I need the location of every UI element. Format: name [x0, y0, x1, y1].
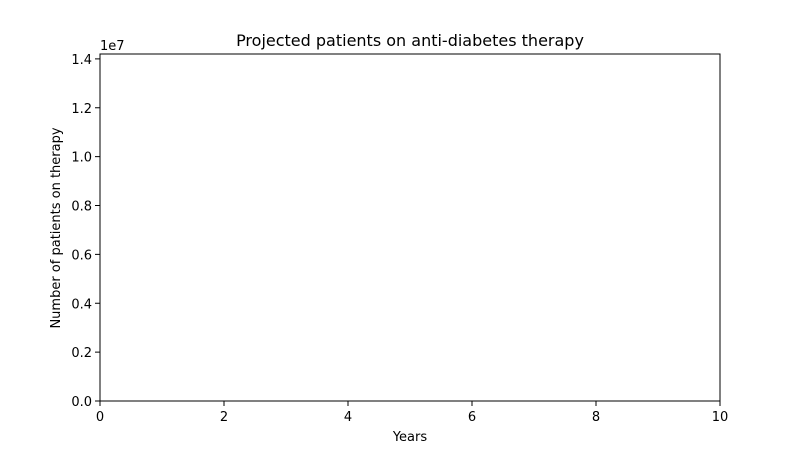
y-axis: 0.0 0.2 0.4 0.6 0.8 1.0 1.2 1.4 — [71, 53, 100, 410]
x-tick-label: 0 — [96, 410, 104, 425]
x-tick-label: 8 — [592, 410, 600, 425]
y-axis-label: Number of patients on therapy — [49, 127, 64, 328]
x-tick-label: 4 — [344, 410, 352, 425]
plot-area — [99, 53, 721, 402]
y-tick-label: 0.2 — [71, 346, 92, 361]
y-offset-label: 1e7 — [100, 39, 125, 54]
y-tick-label: 0.0 — [71, 395, 92, 410]
y-tick-label: 1.4 — [71, 53, 92, 68]
chart-title: Projected patients on anti-diabetes ther… — [236, 31, 584, 50]
x-tick-label: 10 — [712, 410, 729, 425]
x-tick-label: 6 — [468, 410, 476, 425]
x-axis: 0 2 4 6 8 10 — [96, 401, 728, 425]
y-tick-label: 1.2 — [71, 102, 92, 117]
x-tick-label: 2 — [220, 410, 228, 425]
y-tick-label: 0.6 — [71, 248, 92, 263]
x-axis-label: Years — [392, 430, 428, 445]
y-tick-label: 1.0 — [71, 151, 92, 166]
y-tick-label: 0.4 — [71, 297, 92, 312]
y-tick-label: 0.8 — [71, 200, 92, 215]
